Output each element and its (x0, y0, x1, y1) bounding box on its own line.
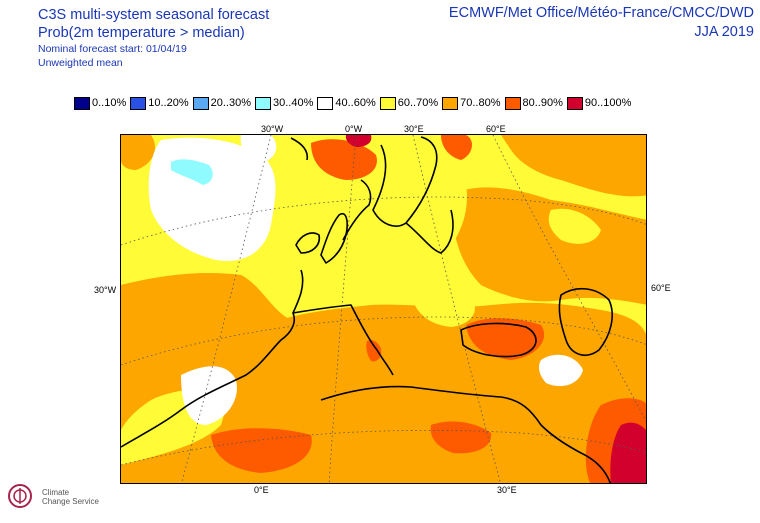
legend-item-6: 70..80% (442, 95, 501, 111)
region-40-60-iceland-area (240, 135, 277, 163)
copernicus-logo: Climate Change Service (4, 478, 104, 518)
legend-label-6: 70..80% (460, 97, 501, 109)
coast-mediterranean (320, 385, 542, 426)
legend-label-1: 10..20% (148, 97, 189, 109)
legend-item-3: 30..40% (255, 95, 313, 111)
legend-swatch-2 (192, 96, 209, 110)
region-60-70-russia-east (548, 208, 601, 244)
coast-baltic (405, 209, 454, 254)
legend-swatch-4 (317, 96, 334, 110)
region-80-90-black-sea (466, 318, 545, 360)
legend-label-5: 60..70% (397, 97, 439, 109)
model-sources: ECMWF/Met Office/Météo-France/CMCC/DWD (448, 5, 754, 21)
season-label: JJA 2019 (694, 24, 754, 40)
forecast-map (120, 134, 647, 484)
lon-label-top-0: 30°W (261, 124, 284, 134)
probability-legend: 0..10% 10..20% 20..30% 30..40% 40..60% 6… (74, 95, 635, 111)
graticule-lon-30w (181, 135, 272, 483)
legend-item-5: 60..70% (379, 95, 439, 111)
coast-france-italy (292, 304, 394, 376)
legend-label-7: 80..90% (522, 97, 563, 109)
region-70-80-russia (451, 187, 646, 305)
coast-ireland (295, 232, 321, 254)
legend-label-3: 30..40% (273, 97, 314, 109)
logo-line2: Change Service (42, 497, 99, 506)
coast-uk-north (342, 179, 372, 241)
legend-label-8: 90..100% (584, 97, 632, 109)
region-40-60-morocco (181, 366, 237, 425)
region-70-80-northeast (501, 135, 646, 197)
lon-label-bottom-1: 30°E (497, 485, 517, 495)
legend-item-0: 0..10% (74, 95, 126, 111)
coast-red-sea (540, 424, 612, 483)
legend-item-7: 80..90% (504, 95, 563, 111)
region-80-90-north-africa-west (211, 428, 312, 473)
legend-label-4: 40..60% (335, 97, 376, 109)
region-40-60-east-ukraine (538, 354, 583, 387)
lon-label-top-2: 30°E (404, 124, 424, 134)
lon-label-top-3: 60°E (486, 124, 506, 134)
lon-label-top-1: 0°W (345, 124, 363, 134)
region-80-90-north-sea (311, 139, 377, 180)
legend-item-1: 10..20% (130, 95, 189, 111)
header-left: C3S multi-system seasonal forecast Prob(… (38, 6, 269, 70)
coast-great-britain (320, 213, 348, 264)
coast-iberia-africa (121, 269, 304, 448)
region-60-70-central (411, 289, 475, 327)
coast-caspian (558, 287, 613, 356)
coastlines (121, 136, 613, 483)
header-right: ECMWF/Met Office/Météo-France/CMCC/DWD J… (449, 4, 754, 42)
legend-swatch-1 (130, 96, 147, 110)
legend-swatch-7 (504, 96, 521, 110)
graticule-lat-60 (121, 196, 646, 246)
graticule-lon-0 (328, 135, 357, 483)
region-80-90-italy (366, 340, 382, 362)
graticule-lat-45 (121, 316, 646, 366)
legend-label-2: 20..30% (210, 97, 251, 109)
graticule-lon-30e (412, 135, 501, 483)
legend-item-4: 40..60% (317, 95, 376, 111)
coast-black-sea (460, 322, 537, 358)
region-80-90-finland (441, 135, 473, 160)
region-90-100-arabia (610, 422, 646, 483)
coast-iceland (290, 137, 309, 161)
mean-type: Unweighted mean (38, 57, 123, 69)
region-30-40-atlantic (171, 159, 213, 185)
lat-label-right: 60°E (651, 283, 671, 293)
legend-item-2: 20..30% (192, 95, 251, 111)
graticule-lat-30 (121, 429, 646, 466)
region-90-100-kola (345, 135, 372, 147)
graticule-lon-60e (492, 135, 646, 423)
lon-label-bottom-0: 0°E (254, 485, 269, 495)
climate-logo-icon (8, 484, 32, 508)
legend-label-0: 0..10% (92, 97, 127, 109)
legend-swatch-8 (566, 96, 583, 110)
legend-swatch-5 (379, 96, 396, 110)
forecast-subtitle: Prob(2m temperature > median) (38, 25, 245, 41)
forecast-title: C3S multi-system seasonal forecast (38, 7, 270, 23)
region-70-80-atlantic-south (121, 273, 315, 430)
graticule (121, 135, 646, 483)
legend-item-8: 90..100% (566, 95, 632, 111)
region-80-90-libya (430, 421, 492, 454)
probability-map-svg (121, 135, 646, 483)
forecast-start: Nominal forecast start: 01/04/19 (38, 43, 187, 55)
legend-swatch-3 (255, 96, 271, 110)
lat-label-left: 30°W (94, 285, 117, 295)
region-60-70-baltic (406, 151, 467, 256)
legend-swatch-6 (442, 96, 459, 110)
region-70-80-northwest (121, 135, 156, 170)
legend-swatch-0 (74, 96, 90, 110)
logo-line1: Climate (42, 488, 70, 497)
